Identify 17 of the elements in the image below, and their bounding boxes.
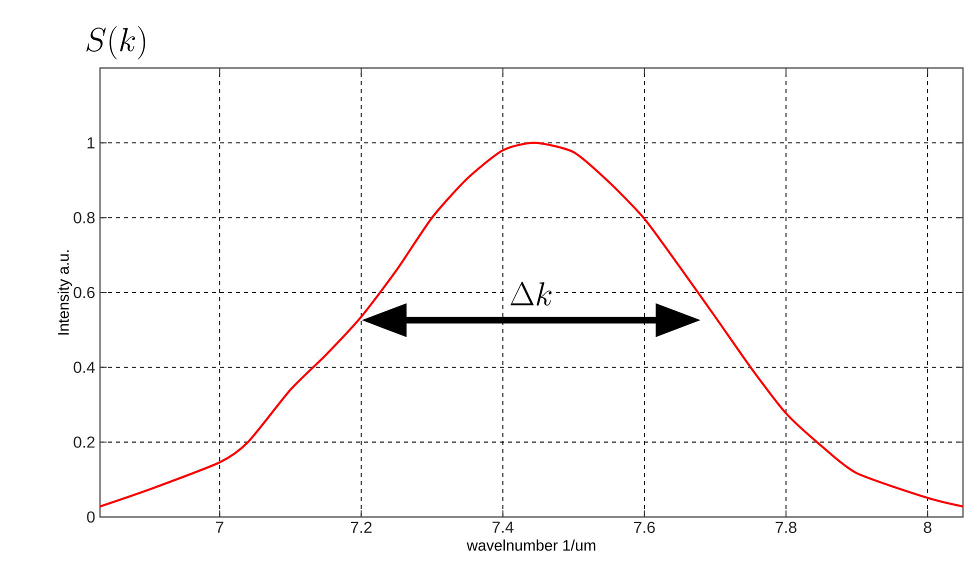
y-tick-label: 1 <box>88 137 95 148</box>
x-tick-label: 7.4 <box>492 522 514 533</box>
x-tick-label: 7.6 <box>634 522 655 534</box>
x-tick-label: 8 <box>924 522 932 534</box>
y-tick-label: 0.2 <box>74 436 94 448</box>
x-axis-title: wavelnumber 1/um <box>466 540 596 551</box>
x-tick-label: 7 <box>216 522 224 533</box>
y-axis-title: Intensity a.u. <box>58 250 72 335</box>
y-tick-label: 0.8 <box>74 212 95 224</box>
y-tick-label: 0.6 <box>74 286 95 298</box>
chart-title: $S(k)$ <box>86 26 146 60</box>
y-tick-label: 0 <box>87 511 95 523</box>
y-tick-label: 0.4 <box>74 362 95 373</box>
annotation: $\Delta k$ <box>510 282 552 306</box>
line-series <box>100 142 963 508</box>
x-tick-label: 7.2 <box>350 522 372 533</box>
x-tick-label: 7.8 <box>776 522 796 534</box>
